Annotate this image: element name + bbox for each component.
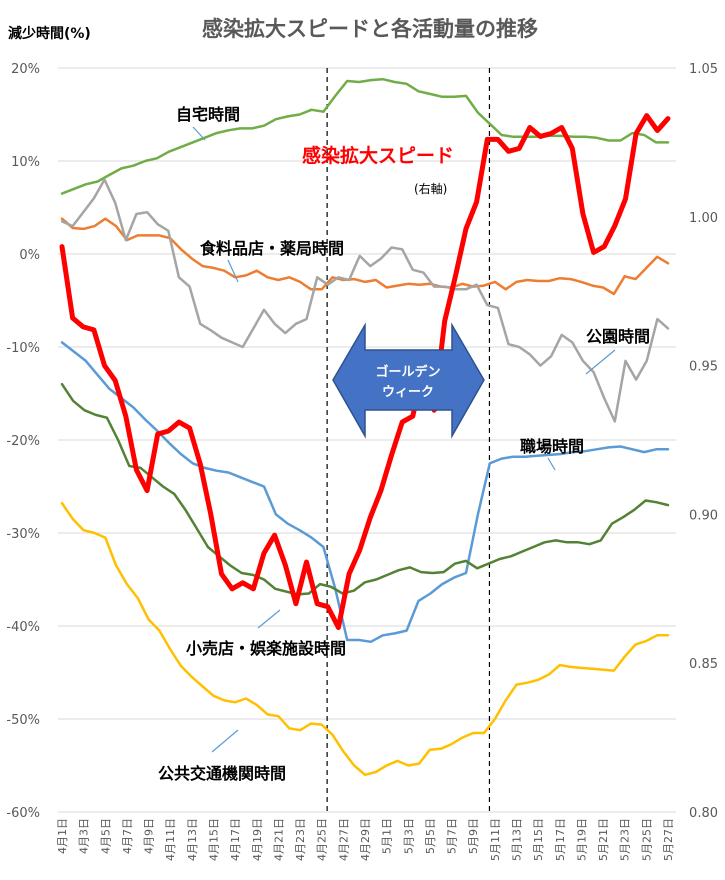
y-tick-right: 0.80 bbox=[689, 806, 718, 821]
y-tick-left: -40% bbox=[6, 620, 40, 635]
series-lines bbox=[59, 77, 671, 777]
y-tick-right: 0.85 bbox=[689, 657, 718, 672]
x-tick: 4月7日 bbox=[121, 818, 134, 854]
label-park: 公園時間 bbox=[586, 327, 650, 346]
x-tick: 5月9日 bbox=[467, 818, 480, 854]
y-tick-left: 20% bbox=[11, 62, 40, 77]
label-retail: 小売店・娯楽施設時間 bbox=[186, 639, 346, 658]
y-tick-left: -30% bbox=[6, 527, 40, 542]
x-tick: 4月11日 bbox=[164, 818, 177, 861]
golden-week-label: ウィーク bbox=[382, 385, 434, 400]
leader-line bbox=[257, 609, 281, 629]
x-tick: 4月29日 bbox=[359, 818, 372, 861]
y-tick-left: -20% bbox=[6, 434, 40, 449]
y-ticks-left: 20% 10% 0% -10% -20% -30% -40% -50% -60% bbox=[6, 62, 40, 821]
x-tick: 5月25日 bbox=[640, 818, 653, 861]
series-line-5 bbox=[60, 501, 670, 777]
series-line-4 bbox=[60, 382, 670, 596]
label-home: 自宅時間 bbox=[176, 105, 240, 124]
golden-week-markers bbox=[326, 68, 491, 812]
leader-line bbox=[227, 259, 239, 283]
x-tick: 4月3日 bbox=[78, 818, 91, 854]
x-tick: 4月15日 bbox=[208, 818, 221, 861]
golden-week-arrow-shape bbox=[332, 322, 485, 439]
label-work: 職場時間 bbox=[520, 437, 584, 456]
x-tick: 4月21日 bbox=[272, 818, 285, 861]
y-tick-left: 10% bbox=[11, 155, 40, 170]
golden-week-label: ゴールデン bbox=[375, 364, 440, 380]
x-tick: 5月7日 bbox=[446, 818, 459, 854]
y-tick-left: -10% bbox=[6, 341, 40, 356]
left-axis-label: 減少時間(%) bbox=[8, 25, 91, 42]
series-line-2 bbox=[60, 178, 670, 423]
leader-line bbox=[192, 126, 206, 141]
y-tick-right: 0.90 bbox=[689, 508, 718, 523]
series-line-1 bbox=[60, 217, 670, 296]
chart-title: 感染拡大スピードと各活動量の推移 bbox=[202, 17, 538, 41]
series-line-3 bbox=[60, 341, 670, 644]
x-tick: 4月19日 bbox=[251, 818, 264, 861]
x-tick: 5月11日 bbox=[489, 818, 502, 861]
x-tick: 5月15日 bbox=[532, 818, 545, 861]
label-right-axis-note: (右軸) bbox=[414, 181, 447, 196]
leader-line bbox=[585, 349, 616, 375]
x-tick: 5月17日 bbox=[554, 818, 567, 861]
x-tick: 5月1日 bbox=[381, 818, 394, 854]
label-food: 食料品店・薬局時間 bbox=[199, 239, 344, 258]
leader-line bbox=[211, 729, 239, 753]
label-infection: 感染拡大スピード bbox=[302, 144, 454, 167]
y-tick-right: 1.00 bbox=[689, 211, 718, 226]
x-tick: 4月1日 bbox=[56, 818, 69, 854]
label-transit: 公共交通機関時間 bbox=[158, 764, 286, 783]
y-tick-left: 0% bbox=[19, 248, 40, 263]
x-tick: 5月19日 bbox=[575, 818, 588, 861]
y-tick-left: -60% bbox=[6, 806, 40, 821]
x-tick: 5月13日 bbox=[511, 818, 524, 861]
x-tick: 4月25日 bbox=[316, 818, 329, 861]
x-tick: 5月27日 bbox=[662, 818, 675, 861]
x-ticks: 4月1日 4月3日 4月5日 4月7日 4月9日 4月11日 4月13日 4月15日 4月17日… bbox=[56, 818, 675, 861]
x-tick: 5月3日 bbox=[402, 818, 415, 854]
leader-line bbox=[547, 457, 556, 471]
y-tick-right: 0.95 bbox=[689, 360, 718, 375]
x-tick: 4月23日 bbox=[294, 818, 307, 861]
x-tick: 5月23日 bbox=[619, 818, 632, 861]
x-tick: 4月27日 bbox=[337, 818, 350, 861]
x-tick: 4月9日 bbox=[143, 818, 156, 854]
x-tick: 5月5日 bbox=[424, 818, 437, 854]
y-ticks-right: 1.05 1.00 0.95 0.90 0.85 0.80 bbox=[689, 62, 718, 821]
x-tick: 4月13日 bbox=[186, 818, 199, 861]
x-tick: 4月17日 bbox=[229, 818, 242, 861]
x-tick: 5月21日 bbox=[597, 818, 610, 861]
y-tick-left: -50% bbox=[6, 713, 40, 728]
x-tick: 4月5日 bbox=[99, 818, 112, 854]
series-line-6 bbox=[59, 113, 671, 630]
y-tick-right: 1.05 bbox=[689, 62, 718, 77]
